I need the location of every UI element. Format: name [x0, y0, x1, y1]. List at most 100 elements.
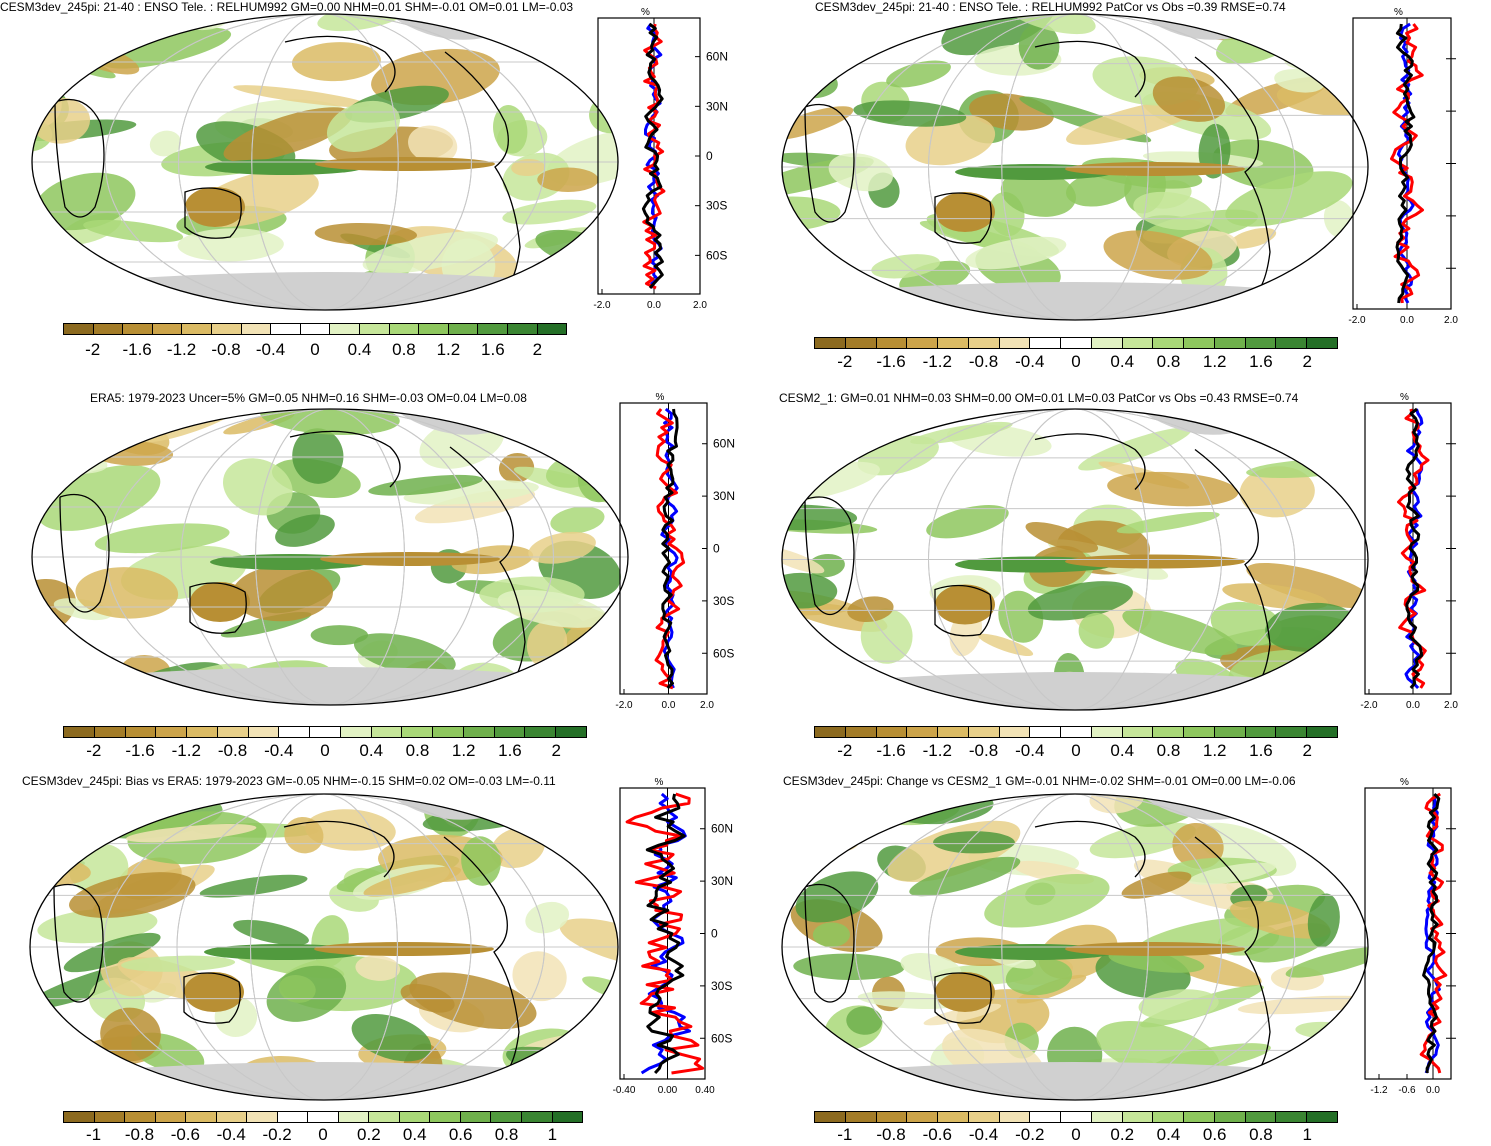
colorbar-swatch — [308, 1112, 339, 1122]
colorbar-swatch — [1307, 1112, 1338, 1122]
colorbar-swatch — [156, 727, 188, 737]
x-tick-label: -1.2 — [1370, 1085, 1388, 1096]
colorbar-label: -1.6 — [125, 741, 155, 760]
colorbar-labels: -1 -0.8 -0.6 -0.4 -0.2 0 0.2 0.4 0.6 0.8 1 — [814, 1125, 1338, 1145]
x-tick-label: -2.0 — [615, 700, 633, 711]
colorbar-swatch — [94, 727, 126, 737]
colorbar-swatch — [1214, 338, 1246, 348]
colorbar-swatch — [152, 324, 183, 334]
colorbar-swatch — [241, 324, 272, 334]
colorbar-label: 0 — [310, 340, 320, 359]
colorbar-swatch — [876, 338, 908, 348]
colorbar-label: -1.6 — [876, 741, 906, 760]
colorbar-label: 2 — [1302, 741, 1312, 760]
colorbar-label: -1.2 — [922, 352, 952, 371]
colorbar — [814, 337, 1338, 349]
colorbar-swatch — [1184, 1112, 1215, 1122]
x-tick-label: 2.0 — [693, 300, 707, 311]
colorbar-swatch — [1030, 1112, 1062, 1122]
profile-plot: % -2.0 0.0 2.0 — [1360, 392, 1458, 711]
lat-label: 30S — [706, 199, 727, 213]
colorbar-swatch — [938, 338, 969, 348]
colorbar-label: 1.6 — [498, 741, 522, 760]
colorbar-swatch — [1307, 727, 1338, 737]
zonal-mean-profile: % 60N 30N 0 30S 60S -0.40 0.00 0.40 — [613, 777, 733, 1096]
x-tick-label: -0.40 — [613, 1085, 636, 1096]
colorbar-swatch — [359, 324, 390, 334]
profile-line — [645, 793, 686, 1075]
colorbar-label: 1.6 — [481, 340, 505, 359]
colorbar-swatch — [1122, 338, 1154, 348]
lat-label: 30N — [713, 489, 735, 503]
world-map — [29, 793, 619, 1101]
colorbar-labels: -2 -1.6 -1.2 -0.8 -0.4 0 0.4 0.8 1.2 1.6 2 — [814, 741, 1338, 761]
colorbar-swatch — [1122, 1112, 1154, 1122]
colorbar-swatch — [338, 1112, 370, 1122]
colorbar-swatch — [907, 1112, 939, 1122]
panel-top-right: CESM3dev_245pi: 21-40 : ENSO Tele. : REL… — [745, 0, 1491, 382]
colorbar-swatch — [389, 324, 420, 334]
lat-label: 30N — [711, 874, 733, 888]
colorbar-swatch — [1184, 727, 1215, 737]
colorbar-swatch — [125, 1112, 156, 1122]
colorbar — [63, 1111, 583, 1123]
x-tick-label: 0.0 — [1400, 315, 1414, 326]
lat-label: 0 — [706, 149, 713, 163]
colorbar-swatch — [125, 727, 157, 737]
colorbar — [814, 726, 1338, 738]
colorbar-swatch — [845, 727, 877, 737]
x-tick-label: 0.00 — [658, 1085, 678, 1096]
panel-top-left: CESM3dev_245pi: 21-40 : ENSO Tele. : REL… — [0, 0, 745, 382]
panel-middle-left: ERA5: 1979-2023 Uncer=5% GM=0.05 NHM=0.1… — [0, 385, 745, 770]
colorbar-swatch — [938, 1112, 969, 1122]
world-map — [781, 408, 1369, 711]
colorbar — [63, 726, 587, 738]
lat-label: 30S — [711, 979, 732, 993]
x-tick-label: -2.0 — [593, 300, 611, 311]
profile-plot: % 60N 30N 0 30S 60S -2.0 0.0 2.0 — [593, 7, 728, 311]
colorbar-label: -1.6 — [876, 352, 906, 371]
colorbar-swatch — [999, 338, 1031, 348]
colorbar-labels: -2 -1.6 -1.2 -0.8 -0.4 0 0.4 0.8 1.2 1.6 2 — [63, 741, 587, 761]
colorbar-label: -0.8 — [124, 1125, 155, 1144]
colorbar-swatch — [399, 1112, 431, 1122]
colorbar-label: 0.8 — [1249, 1125, 1273, 1144]
profile-unit: % — [655, 777, 664, 788]
colorbar-swatch — [1091, 338, 1123, 348]
colorbar-swatch — [1184, 338, 1215, 348]
lat-label: 60N — [713, 437, 735, 451]
colorbar-swatch — [330, 324, 360, 334]
colorbar-swatch — [155, 1112, 187, 1122]
colorbar-swatch — [1091, 1112, 1123, 1122]
lat-label: 60N — [711, 822, 733, 836]
x-tick-label: 0.0 — [647, 300, 661, 311]
colorbar-label: 2 — [1302, 352, 1312, 371]
colorbar-swatch — [491, 1112, 522, 1122]
colorbar-swatch — [999, 1112, 1031, 1122]
colorbar-swatch — [876, 727, 908, 737]
colorbar-label: 0.8 — [392, 340, 416, 359]
colorbar-label: -0.6 — [170, 1125, 200, 1144]
colorbar-swatch — [1214, 1112, 1246, 1122]
world-map — [781, 13, 1369, 321]
profile-plot: % -1.2 -0.6 0.0 — [1364, 777, 1456, 1096]
colorbar-swatch — [1061, 338, 1092, 348]
colorbar — [63, 323, 567, 335]
colorbar-swatch — [419, 324, 449, 334]
colorbar-label: -1 — [837, 1125, 853, 1144]
panel-middle-right: CESM2_1: GM=0.01 NHM=0.03 SHM=0.00 OM=0.… — [745, 385, 1491, 770]
colorbar-swatch — [93, 324, 124, 334]
zonal-mean-profile: % -2.0 0.0 2.0 — [1348, 7, 1458, 326]
x-tick-label: 2.0 — [1444, 315, 1458, 326]
colorbar-swatch — [1061, 1112, 1092, 1122]
colorbar-swatch — [433, 727, 464, 737]
x-tick-label: -0.6 — [1398, 1085, 1416, 1096]
colorbar-label: 0.4 — [402, 1125, 427, 1144]
profile-line — [661, 408, 679, 690]
colorbar-swatch — [1091, 727, 1123, 737]
colorbar-swatch — [186, 1112, 217, 1122]
colorbar-label: 0.6 — [448, 1125, 473, 1144]
colorbar-swatch — [340, 727, 372, 737]
x-tick-label: -2.0 — [1348, 315, 1366, 326]
colorbar-swatch — [1214, 727, 1246, 737]
